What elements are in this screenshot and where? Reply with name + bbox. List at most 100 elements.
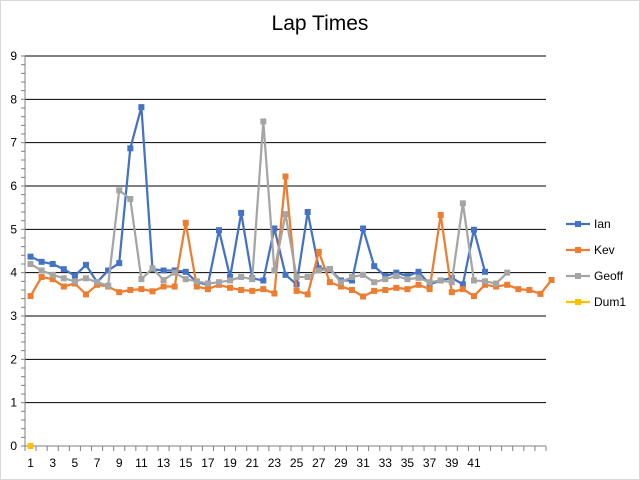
x-tick-label: 7 [94, 456, 101, 470]
data-point-kev [382, 287, 389, 293]
y-tick-label: 2 [10, 352, 17, 366]
x-tick-label: 39 [445, 456, 459, 470]
x-tick-label: 13 [157, 456, 171, 470]
legend-item-dum1: Dum1 [566, 295, 626, 309]
data-point-ian [393, 269, 400, 276]
series-dum1 [27, 443, 34, 449]
data-point-geoff [293, 274, 300, 280]
legend-label-kev: Kev [594, 243, 615, 257]
data-point-ian [49, 261, 56, 267]
data-point-ian [60, 266, 67, 273]
x-tick-label: 25 [290, 456, 304, 470]
x-tick-label: 15 [179, 456, 193, 470]
data-point-geoff [337, 279, 344, 286]
data-point-ian [260, 277, 267, 284]
data-point-geoff [249, 276, 256, 283]
legend-label-dum1: Dum1 [594, 295, 626, 309]
data-point-kev [526, 287, 533, 293]
data-point-ian [360, 225, 367, 232]
data-point-geoff [271, 267, 278, 274]
data-point-geoff [38, 267, 45, 274]
data-point-kev [504, 281, 511, 288]
data-point-geoff [160, 277, 167, 284]
y-tick-label: 4 [10, 266, 17, 280]
data-point-geoff [127, 196, 134, 202]
data-point-kev [470, 293, 477, 300]
y-tick-label: 9 [10, 49, 17, 63]
data-point-kev [448, 289, 455, 296]
y-tick-label: 3 [10, 309, 17, 323]
data-point-kev [404, 286, 411, 293]
data-point-kev [204, 286, 211, 293]
data-point-geoff [260, 118, 267, 125]
data-point-kev [482, 281, 489, 288]
data-point-ian [38, 258, 45, 265]
y-tick-label: 6 [10, 179, 17, 193]
data-point-kev [227, 284, 234, 291]
x-tick-label: 3 [49, 456, 56, 470]
data-point-ian [182, 268, 189, 275]
data-point-geoff [138, 276, 145, 283]
x-tick-label: 1 [27, 456, 34, 470]
legend-marker-kev [575, 247, 581, 253]
x-tick-label: 19 [223, 456, 237, 470]
legend-marker-ian [575, 221, 581, 227]
legend-label-ian: Ian [594, 217, 611, 231]
data-point-geoff [215, 279, 222, 286]
data-point-kev [282, 173, 289, 180]
data-point-kev [82, 291, 89, 298]
data-point-kev [393, 284, 400, 291]
y-tick-label: 5 [10, 222, 17, 236]
data-point-ian [116, 260, 123, 267]
data-point-ian [271, 225, 278, 232]
data-point-ian [238, 209, 245, 216]
data-point-geoff [315, 267, 322, 274]
data-point-kev [293, 287, 300, 294]
data-point-ian [470, 226, 477, 233]
data-point-kev [437, 212, 444, 219]
data-point-geoff [349, 274, 356, 280]
data-point-geoff [382, 276, 389, 283]
x-tick-label: 21 [246, 456, 260, 470]
data-point-kev [326, 279, 333, 286]
data-point-kev [371, 287, 378, 294]
data-point-geoff [60, 275, 67, 282]
data-point-geoff [470, 277, 477, 284]
data-point-kev [149, 288, 156, 295]
x-tick-label: 29 [334, 456, 348, 470]
data-point-ian [105, 267, 112, 274]
x-tick-label: 5 [72, 456, 79, 470]
data-point-geoff [71, 278, 78, 285]
data-point-kev [116, 289, 123, 296]
data-point-kev [193, 283, 200, 290]
data-point-kev [238, 287, 245, 293]
data-point-kev [260, 286, 267, 293]
data-point-kev [49, 276, 56, 283]
x-tick-label: 23 [268, 456, 282, 470]
legend-item-ian: Ian [566, 217, 611, 231]
data-point-kev [271, 290, 278, 297]
x-tick-label: 17 [201, 456, 215, 470]
x-tick-label: 9 [116, 456, 123, 470]
data-point-geoff [448, 279, 455, 286]
data-point-geoff [171, 269, 178, 276]
data-point-kev [548, 277, 555, 284]
data-point-geoff [493, 280, 500, 287]
data-point-kev [415, 281, 422, 288]
data-point-geoff [49, 271, 56, 278]
data-point-kev [360, 293, 367, 300]
data-point-ian [304, 209, 311, 215]
data-point-geoff [459, 200, 466, 207]
data-point-kev [249, 287, 256, 294]
data-point-geoff [82, 275, 89, 282]
data-point-kev [127, 287, 134, 293]
data-point-geoff [282, 211, 289, 218]
data-point-geoff [437, 277, 444, 284]
data-point-geoff [149, 265, 156, 272]
legend-label-geoff: Geoff [594, 269, 624, 283]
data-point-geoff [415, 274, 422, 281]
data-point-ian [27, 253, 34, 260]
data-point-geoff [27, 261, 34, 267]
